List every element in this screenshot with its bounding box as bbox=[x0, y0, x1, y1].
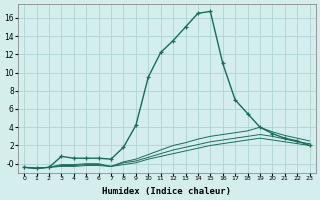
X-axis label: Humidex (Indice chaleur): Humidex (Indice chaleur) bbox=[102, 187, 231, 196]
